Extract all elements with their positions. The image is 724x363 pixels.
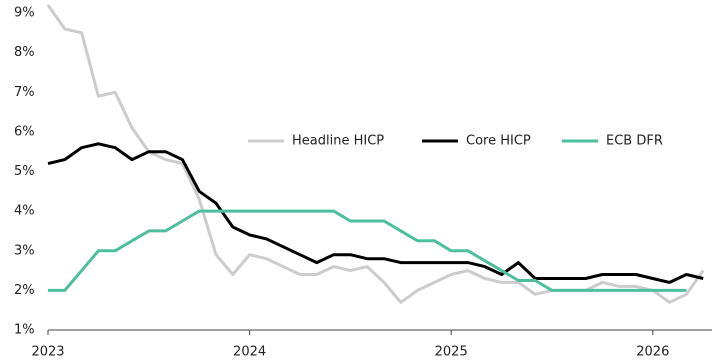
y-tick-label: 9% <box>14 6 35 21</box>
series-line <box>47 142 704 284</box>
series-line <box>46 4 705 304</box>
series-line <box>48 209 687 292</box>
x-tick-label: 2023 <box>31 345 64 360</box>
legend-label: Core HICP <box>466 134 531 149</box>
y-tick-label: 2% <box>14 283 35 298</box>
y-tick-label: 5% <box>14 164 35 179</box>
x-tick-label: 2024 <box>233 345 266 360</box>
y-tick-label: 1% <box>14 323 35 338</box>
y-tick-label: 6% <box>14 124 35 139</box>
y-tick-label: 4% <box>14 204 35 219</box>
y-tick-label: 7% <box>14 85 35 100</box>
x-tick-label: 2025 <box>435 345 468 360</box>
y-tick-label: 3% <box>14 243 35 258</box>
y-tick-label: 8% <box>14 45 35 60</box>
x-tick-label: 2026 <box>636 345 669 360</box>
legend-label: Headline HICP <box>292 134 384 149</box>
legend-label: ECB DFR <box>606 134 663 149</box>
